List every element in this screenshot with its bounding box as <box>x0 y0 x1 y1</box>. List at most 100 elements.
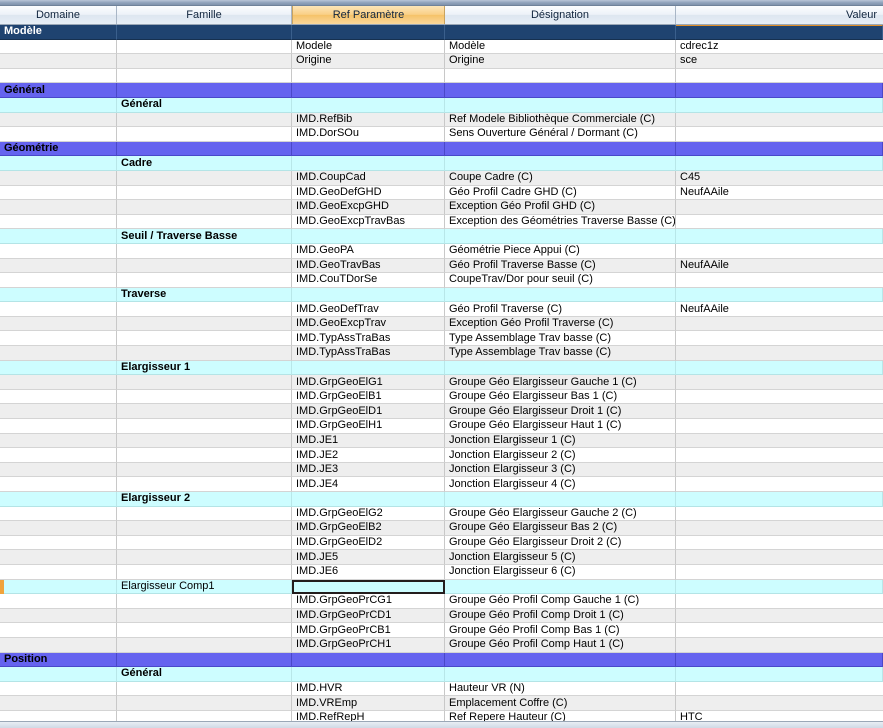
cell-ref[interactable]: IMD.GeoPA <box>292 243 445 259</box>
cell-ref[interactable]: IMD.GrpGeoPrCH1 <box>292 637 445 653</box>
table-row[interactable]: IMD.CouTDorSe CoupeTrav/Dor pour seuil (C… <box>0 273 883 288</box>
domain-group-row[interactable]: Modèle <box>0 25 883 40</box>
column-header-designation[interactable]: Désignation <box>445 6 676 24</box>
cell-designation[interactable]: Hauteur VR (N) <box>445 681 676 697</box>
domain-group-row[interactable]: Géométrie <box>0 141 883 157</box>
cell-domaine[interactable] <box>0 54 117 69</box>
table-row[interactable]: IMD.GeoExcpGHD Exception Géo Profil GHD (… <box>0 200 883 215</box>
cell-domaine[interactable] <box>0 346 117 361</box>
cell-designation[interactable]: Géométrie Piece Appui (C) <box>445 243 676 259</box>
cell-domaine[interactable] <box>0 623 117 638</box>
cell-ref[interactable]: IMD.GrpGeoPrCD1 <box>292 608 445 624</box>
cell-ref[interactable] <box>292 97 445 113</box>
cell-famille[interactable] <box>117 637 292 653</box>
cell-ref[interactable]: IMD.JE6 <box>292 564 445 580</box>
cell-ref[interactable] <box>292 652 445 668</box>
cell-ref[interactable]: IMD.CoupCad <box>292 170 445 186</box>
cell-valeur[interactable] <box>676 492 883 507</box>
family-group-row[interactable]: Général <box>0 97 883 113</box>
cell-valeur[interactable] <box>676 389 883 405</box>
cell-designation[interactable]: Exception Géo Profil GHD (C) <box>445 200 676 215</box>
cell-valeur[interactable] <box>676 477 883 492</box>
cell-ref[interactable]: IMD.TypAssTraBas <box>292 331 445 347</box>
cell-ref[interactable]: IMD.JE5 <box>292 550 445 565</box>
cell-famille[interactable] <box>117 54 292 69</box>
cell-ref[interactable]: IMD.JE2 <box>292 448 445 463</box>
cell-designation[interactable] <box>445 97 676 113</box>
cell-designation[interactable]: Groupe Géo Elargisseur Bas 2 (C) <box>445 521 676 536</box>
cell-ref[interactable] <box>292 83 445 98</box>
cell-domaine[interactable] <box>0 200 117 215</box>
table-row[interactable]: IMD.GrpGeoElD2 Groupe Géo Elargisseur Dro… <box>0 535 883 551</box>
cell-ref[interactable]: IMD.GrpGeoElD2 <box>292 535 445 551</box>
table-row[interactable]: IMD.HVR Hauteur VR (N) <box>0 681 883 697</box>
cell-domaine[interactable] <box>0 112 117 128</box>
cell-designation[interactable]: Ref Modele Bibliothèque Commerciale (C) <box>445 112 676 128</box>
cell-designation[interactable]: Emplacement Coffre (C) <box>445 696 676 711</box>
cell-designation[interactable]: Jonction Elargisseur 2 (C) <box>445 448 676 463</box>
table-row[interactable]: IMD.GrpGeoElB2 Groupe Géo Elargisseur Bas… <box>0 521 883 536</box>
cell-valeur[interactable] <box>676 608 883 624</box>
cell-ref[interactable]: IMD.GeoExcpTrav <box>292 316 445 332</box>
cell-famille[interactable] <box>117 448 292 463</box>
table-row[interactable]: IMD.TypAssTraBas Type Assemblage Trav bas… <box>0 331 883 347</box>
cell-valeur[interactable] <box>676 535 883 551</box>
cell-ref[interactable]: IMD.GeoExcpTravBas <box>292 214 445 230</box>
cell-domaine[interactable] <box>0 39 117 55</box>
cell-ref[interactable] <box>292 68 445 84</box>
cell-designation[interactable]: Coupe Cadre (C) <box>445 170 676 186</box>
cell-ref[interactable]: Modele <box>292 39 445 55</box>
cell-designation[interactable]: Groupe Géo Profil Comp Haut 1 (C) <box>445 637 676 653</box>
table-row[interactable]: Modele Modèle cdrec1z <box>0 39 883 55</box>
cell-famille[interactable] <box>117 39 292 55</box>
cell-ref[interactable] <box>292 667 445 682</box>
cell-domaine[interactable] <box>0 448 117 463</box>
cell-designation[interactable]: CoupeTrav/Dor pour seuil (C) <box>445 273 676 288</box>
cell-ref[interactable]: IMD.TypAssTraBas <box>292 346 445 361</box>
cell-domaine[interactable] <box>0 681 117 697</box>
cell-famille[interactable] <box>117 681 292 697</box>
cell-designation[interactable] <box>445 287 676 303</box>
cell-famille[interactable] <box>117 316 292 332</box>
cell-valeur[interactable] <box>676 637 883 653</box>
cell-domaine[interactable] <box>0 302 117 317</box>
cell-domaine[interactable] <box>0 579 117 595</box>
table-row[interactable]: IMD.GrpGeoElG1 Groupe Géo Elargisseur Gau… <box>0 375 883 390</box>
table-row[interactable]: IMD.JE3 Jonction Elargisseur 3 (C) <box>0 462 883 478</box>
cell-designation[interactable]: Groupe Géo Profil Comp Gauche 1 (C) <box>445 594 676 609</box>
cell-ref[interactable]: IMD.GeoTravBas <box>292 258 445 274</box>
cell-valeur[interactable] <box>676 681 883 697</box>
cell-famille[interactable] <box>117 112 292 128</box>
cell-domaine[interactable] <box>0 273 117 288</box>
cell-valeur[interactable] <box>676 360 883 376</box>
cell-designation[interactable]: Groupe Géo Elargisseur Droit 2 (C) <box>445 535 676 551</box>
cell-domaine[interactable]: Géométrie <box>0 141 117 157</box>
cell-valeur[interactable]: cdrec1z <box>676 39 883 55</box>
column-header-valeur[interactable]: Valeur <box>676 6 883 24</box>
cell-designation[interactable]: Groupe Géo Profil Comp Droit 1 (C) <box>445 608 676 624</box>
cell-valeur[interactable] <box>676 419 883 434</box>
family-group-row[interactable]: Traverse <box>0 287 883 303</box>
table-row[interactable]: IMD.RefRepH Ref Repere Hauteur (C) HTC <box>0 710 883 721</box>
cell-domaine[interactable]: Modèle <box>0 25 117 40</box>
cell-domaine[interactable] <box>0 535 117 551</box>
cell-designation[interactable]: Sens Ouverture Général / Dormant (C) <box>445 127 676 142</box>
family-group-row[interactable]: Elargisseur 1 <box>0 360 883 376</box>
cell-famille[interactable] <box>117 214 292 230</box>
cell-famille[interactable] <box>117 710 292 721</box>
cell-valeur[interactable] <box>676 156 883 171</box>
cell-famille[interactable] <box>117 258 292 274</box>
cell-ref[interactable] <box>292 156 445 171</box>
cell-famille[interactable] <box>117 550 292 565</box>
table-row[interactable] <box>0 68 883 84</box>
cell-ref[interactable] <box>292 287 445 303</box>
cell-ref[interactable]: IMD.GeoExcpGHD <box>292 200 445 215</box>
cell-ref[interactable] <box>292 25 445 40</box>
cell-famille[interactable] <box>117 83 292 98</box>
cell-domaine[interactable] <box>0 127 117 142</box>
table-row[interactable]: IMD.GrpGeoElD1 Groupe Géo Elargisseur Dro… <box>0 404 883 420</box>
family-group-row[interactable]: Elargisseur 2 <box>0 492 883 507</box>
cell-famille[interactable] <box>117 331 292 347</box>
cell-domaine[interactable] <box>0 521 117 536</box>
cell-designation[interactable]: Géo Profil Traverse (C) <box>445 302 676 317</box>
